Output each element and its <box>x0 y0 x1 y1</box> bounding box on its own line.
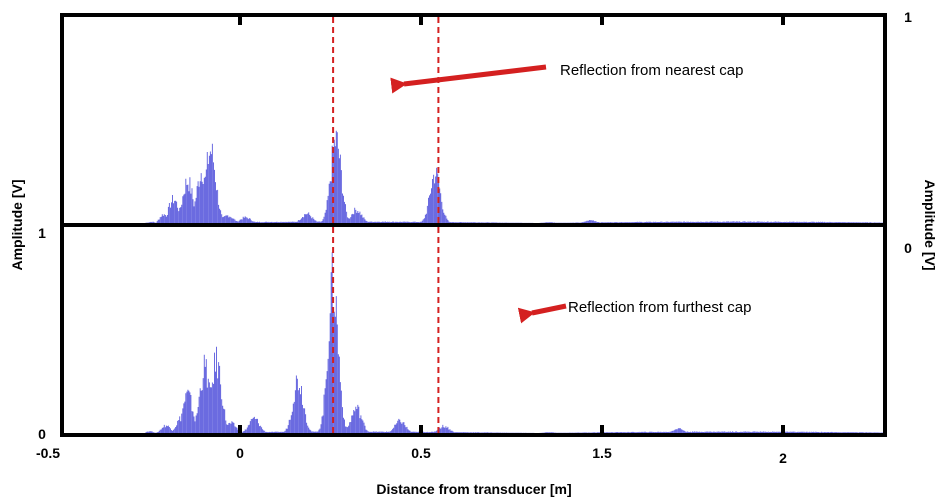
annotation-arrow-nearest <box>390 64 547 94</box>
y-tick-label-right-top: 1 <box>904 9 912 25</box>
axis-ticks <box>238 15 785 435</box>
y-tick-label-left-bottom: 0 <box>38 426 46 442</box>
x-tick-label-3: 1.5 <box>592 445 612 461</box>
y-tick-label-right-bottom: 0 <box>904 240 912 256</box>
signal-trace-top <box>145 130 884 223</box>
x-tick-label-0: -0.5 <box>36 445 60 461</box>
signal-trace-bottom <box>145 252 884 433</box>
y-axis-label-left: Amplitude [V] <box>9 180 25 271</box>
x-tick-label-1: 0 <box>236 445 244 461</box>
annotation-furthest-cap: Reflection from furthest cap <box>568 299 751 316</box>
annotation-nearest-cap: Reflection from nearest cap <box>560 62 743 79</box>
signal-bottom-series <box>145 252 884 433</box>
signal-top-series <box>145 130 884 223</box>
x-tick-label-4: 2 <box>779 450 787 466</box>
y-axis-label-right: Amplitude [V] <box>922 180 938 271</box>
y-tick-label-left-top: 1 <box>38 225 46 241</box>
x-axis-label: Distance from transducer [m] <box>376 481 571 497</box>
annotation-arrow-furthest <box>517 303 567 324</box>
x-tick-label-2: 0.5 <box>411 445 431 461</box>
